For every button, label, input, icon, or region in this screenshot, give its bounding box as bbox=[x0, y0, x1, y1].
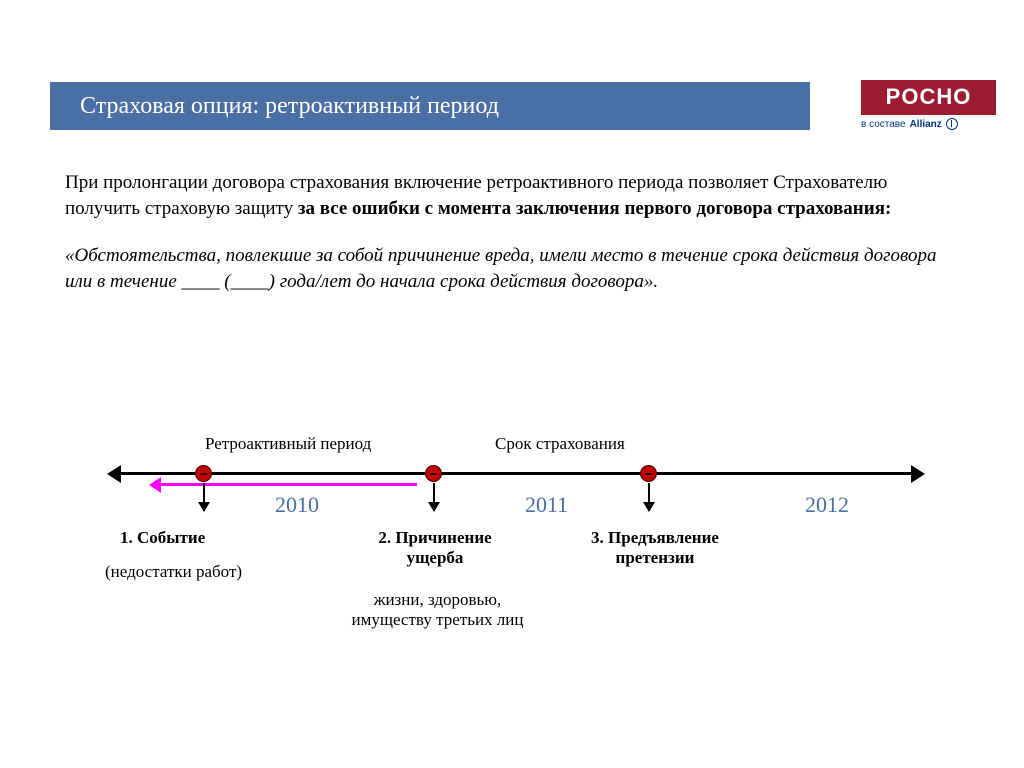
event-3-title: 3. Предъявление претензии bbox=[565, 528, 745, 568]
retroactive-arrow-icon bbox=[149, 477, 161, 493]
timeline-axis bbox=[115, 472, 915, 475]
axis-arrow-right-icon bbox=[911, 465, 925, 483]
brand-logo: POCHO в составе Allianz bbox=[861, 80, 996, 130]
event-2-sub: жизни, здоровью, имуществу третьих лиц bbox=[345, 590, 530, 630]
event-1-title: 1. Событие bbox=[120, 528, 290, 548]
logo-subline-brand: Allianz bbox=[910, 119, 942, 130]
marker-event-1 bbox=[195, 465, 212, 482]
slide-title-bar: Страховая опция: ретроактивный период bbox=[50, 82, 810, 130]
marker-event-3 bbox=[640, 465, 657, 482]
intro-paragraph: При пролонгации договора страхования вкл… bbox=[65, 170, 960, 221]
allianz-icon bbox=[946, 118, 958, 130]
pointer-arrow-1 bbox=[203, 483, 205, 511]
year-3: 2012 bbox=[805, 492, 849, 518]
slide-title: Страховая опция: ретроактивный период bbox=[80, 93, 499, 120]
year-2: 2011 bbox=[525, 492, 568, 518]
label-retroactive: Ретроактивный период bbox=[205, 434, 371, 454]
intro-bold: за все ошибки с момента заключения перво… bbox=[298, 198, 891, 219]
pointer-arrow-2 bbox=[433, 483, 435, 511]
pointer-arrow-3 bbox=[648, 483, 650, 511]
logo-brand: POCHO bbox=[861, 80, 996, 115]
event-1-sub: (недостатки работ) bbox=[105, 562, 305, 582]
year-1: 2010 bbox=[275, 492, 319, 518]
label-insurance-term: Срок страхования bbox=[495, 434, 625, 454]
body-content: При пролонгации договора страхования вкл… bbox=[65, 170, 960, 295]
axis-arrow-left-icon bbox=[107, 465, 121, 483]
quote-paragraph: «Обстоятельства, повлекшие за собой прич… bbox=[65, 243, 960, 294]
event-2-title: 2. Причинение ущерба bbox=[355, 528, 515, 568]
retroactive-span-line bbox=[159, 483, 417, 486]
logo-subline: в составе Allianz bbox=[861, 115, 996, 130]
marker-event-2 bbox=[425, 465, 442, 482]
timeline-diagram: Ретроактивный период Срок страхования 20… bbox=[65, 400, 960, 700]
logo-subline-prefix: в составе bbox=[861, 119, 906, 130]
